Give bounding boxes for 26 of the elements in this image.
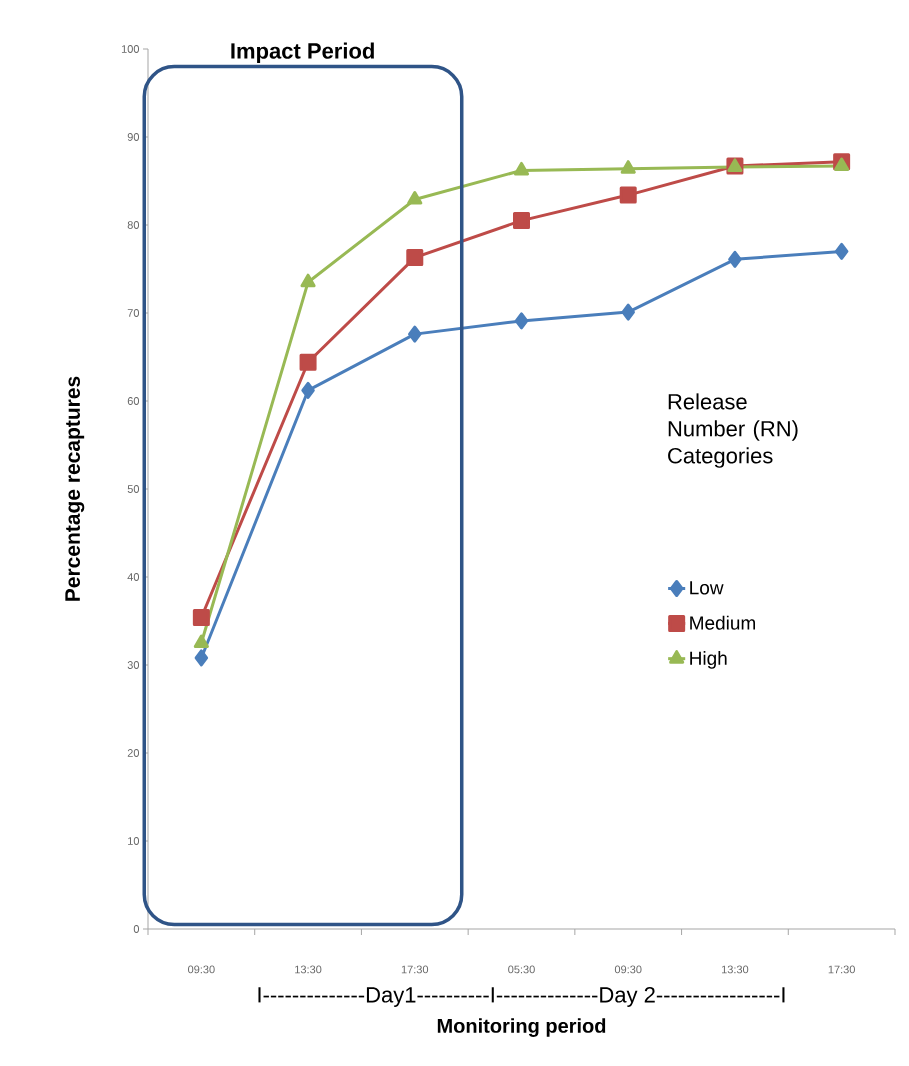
x-tick-label: 17:30: [401, 965, 429, 974]
y-tick-label: 50: [127, 485, 140, 493]
x-tick-label: 09:30: [188, 965, 215, 974]
legend-label: High: [690, 651, 727, 669]
legend-label: Medium: [690, 615, 756, 630]
y-tick-label: 0: [133, 925, 140, 933]
y-tick-label: 60: [127, 397, 140, 405]
legend-title: Release Number (RN) Categories: [668, 393, 798, 468]
y-tick-label: 70: [127, 309, 140, 317]
x-axis-title: Monitoring period: [437, 1018, 606, 1037]
x-tick-label: 13:30: [721, 965, 749, 974]
y-tick-label: 90: [127, 133, 140, 141]
x-tick-label: 09:30: [614, 965, 642, 974]
x-tick-label: 17:30: [828, 965, 855, 974]
annotation: Impact Period: [231, 42, 374, 64]
text: I--------------Day1----------I--------------Day 2-----------------I: [258, 987, 785, 1007]
y-tick-label: 30: [127, 661, 140, 669]
y-tick-label: 10: [128, 837, 140, 845]
y-tick-label: 80: [127, 221, 140, 229]
legend-label: Low: [690, 581, 724, 595]
y-tick-label: 100: [121, 45, 140, 53]
y-axis-title: Percentage recaptures: [65, 376, 85, 601]
y-tick-label: 20: [127, 749, 140, 757]
x-tick-label: 05:30: [508, 965, 535, 974]
x-tick-label: 13:30: [295, 965, 322, 974]
y-tick-label: 40: [127, 573, 140, 581]
